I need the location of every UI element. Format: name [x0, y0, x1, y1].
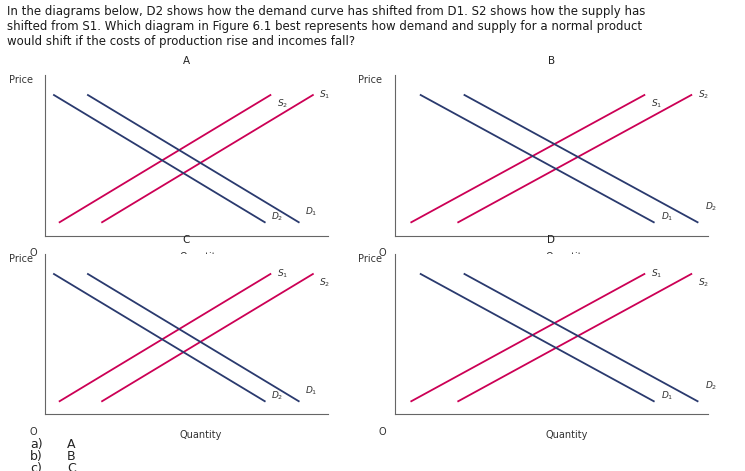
Text: b): b) — [30, 450, 42, 463]
Text: $S_1$: $S_1$ — [651, 268, 662, 280]
Text: a): a) — [30, 438, 42, 451]
Text: $D_2$: $D_2$ — [705, 380, 717, 392]
Text: $S_2$: $S_2$ — [698, 89, 709, 101]
Text: A: A — [183, 56, 190, 66]
Text: $D_2$: $D_2$ — [705, 201, 717, 213]
Text: $D_1$: $D_1$ — [305, 205, 317, 218]
Text: Quantity: Quantity — [546, 430, 588, 440]
Text: C: C — [183, 235, 190, 245]
Text: A: A — [67, 438, 75, 451]
Text: Price: Price — [358, 254, 382, 264]
Text: c): c) — [30, 462, 42, 471]
Text: B: B — [67, 450, 76, 463]
Text: $D_2$: $D_2$ — [271, 389, 284, 401]
Text: O: O — [30, 248, 37, 258]
Text: B: B — [548, 56, 555, 66]
Text: C: C — [67, 462, 76, 471]
Text: D: D — [548, 235, 555, 245]
Text: $S_1$: $S_1$ — [651, 98, 662, 110]
Text: $S_2$: $S_2$ — [320, 277, 331, 289]
Text: O: O — [30, 427, 37, 437]
Text: Quantity: Quantity — [180, 252, 221, 261]
Text: $D_1$: $D_1$ — [661, 210, 673, 222]
Text: Price: Price — [10, 254, 34, 264]
Text: In the diagrams below, D2 shows how the demand curve has shifted from D1. S2 sho: In the diagrams below, D2 shows how the … — [7, 5, 646, 48]
Text: Quantity: Quantity — [546, 252, 588, 261]
Text: O: O — [378, 427, 386, 437]
Text: Price: Price — [358, 75, 382, 85]
Text: Price: Price — [10, 75, 34, 85]
Text: $D_1$: $D_1$ — [661, 389, 673, 401]
Text: Quantity: Quantity — [180, 430, 221, 440]
Text: $S_2$: $S_2$ — [698, 277, 709, 289]
Text: $S_2$: $S_2$ — [277, 98, 288, 110]
Text: $S_1$: $S_1$ — [320, 89, 331, 101]
Text: $S_1$: $S_1$ — [277, 268, 288, 280]
Text: O: O — [378, 248, 386, 258]
Text: $D_1$: $D_1$ — [305, 384, 317, 397]
Text: $D_2$: $D_2$ — [271, 210, 284, 222]
